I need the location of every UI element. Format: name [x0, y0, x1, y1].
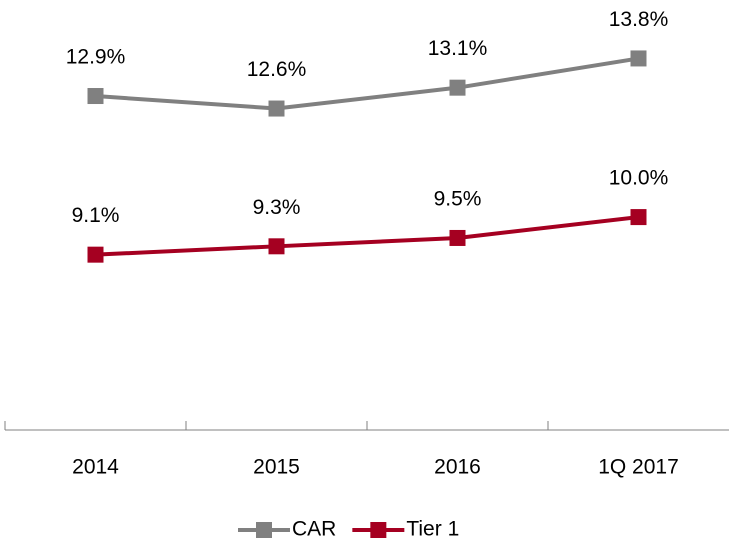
x-tick-label: 2014 [72, 456, 119, 479]
marker [630, 209, 647, 226]
legend-marker [256, 522, 272, 538]
marker [87, 88, 104, 105]
legend-marker [370, 522, 387, 538]
marker [449, 229, 466, 246]
marker [87, 246, 104, 263]
data-label: 12.6% [247, 58, 307, 81]
marker [268, 238, 285, 255]
marker [268, 100, 285, 117]
legend-label: Tier 1 [406, 518, 459, 541]
data-label: 9.3% [253, 196, 301, 219]
marker [449, 79, 466, 96]
x-tick-label: 2015 [253, 456, 300, 479]
legend-label: CAR [292, 518, 336, 541]
data-label: 13.8% [609, 8, 669, 31]
data-label: 13.1% [428, 37, 488, 60]
data-label: 10.0% [609, 167, 669, 190]
data-label: 12.9% [66, 46, 126, 69]
data-label: 9.1% [72, 204, 120, 227]
data-label: 9.5% [434, 188, 482, 211]
x-tick-label: 1Q 2017 [598, 456, 679, 479]
series-line [95, 215, 639, 257]
series-line [95, 56, 639, 111]
x-tick-label: 2016 [434, 456, 481, 479]
marker [630, 50, 647, 67]
